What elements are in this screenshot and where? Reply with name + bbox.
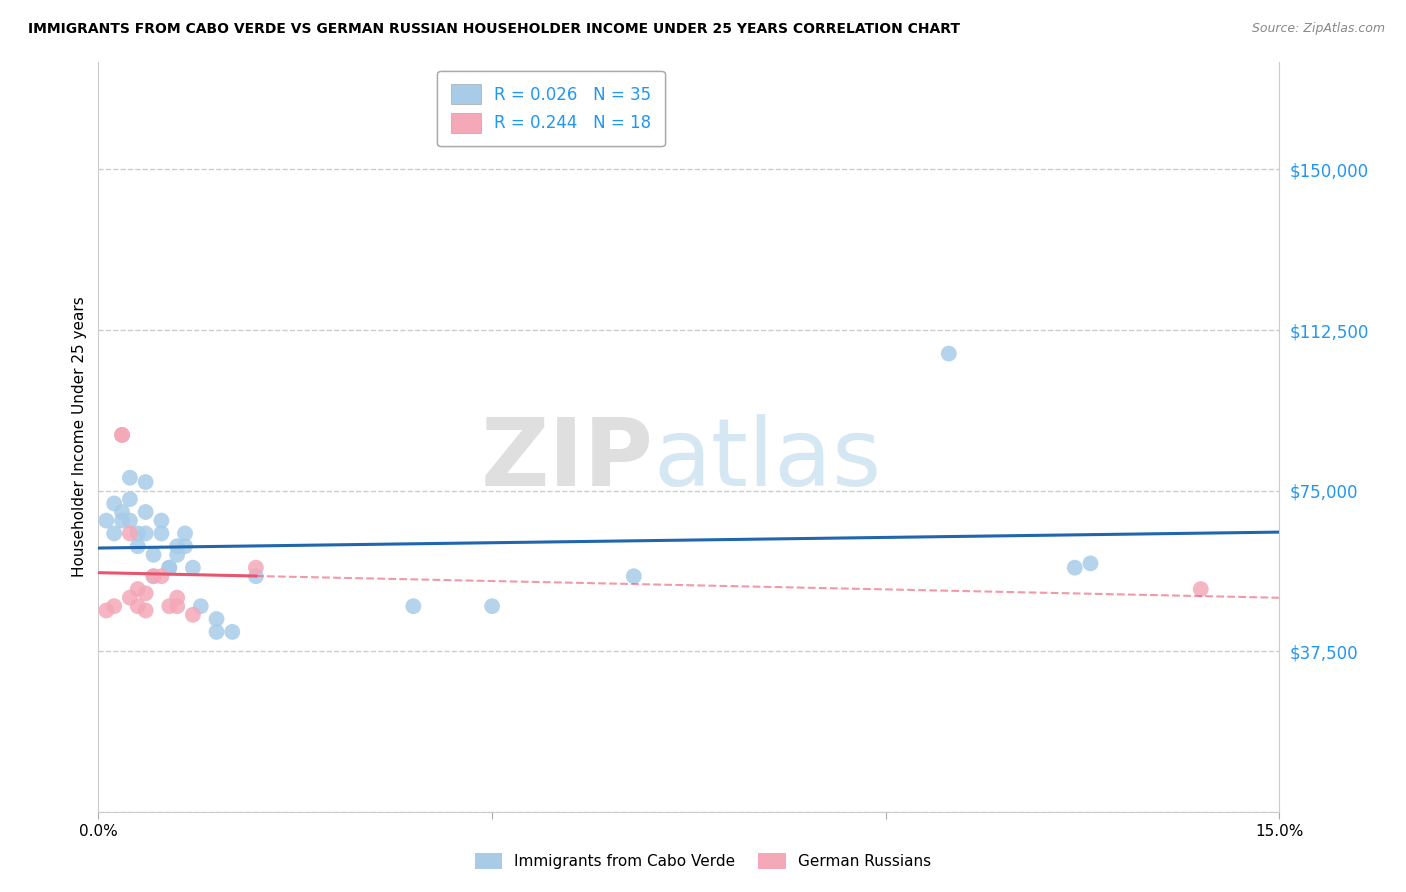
Point [1063, 560, 1085, 574]
Point [127, 582, 149, 596]
Point [157, 599, 180, 614]
Point [1189, 582, 1212, 596]
Point [166, 591, 188, 605]
Point [205, 612, 228, 626]
Point [118, 514, 141, 528]
Point [111, 514, 134, 528]
Point [118, 526, 141, 541]
Point [103, 526, 125, 541]
Point [166, 599, 188, 614]
Point [1080, 557, 1102, 571]
Point [127, 539, 149, 553]
Point [181, 560, 204, 574]
Point [150, 569, 173, 583]
Point [135, 526, 157, 541]
Text: atlas: atlas [654, 414, 882, 506]
Point [938, 346, 960, 360]
Point [190, 599, 212, 614]
Point [135, 603, 157, 617]
Point [96, 514, 118, 528]
Point [118, 471, 141, 485]
Point [118, 492, 141, 507]
Text: IMMIGRANTS FROM CABO VERDE VS GERMAN RUSSIAN HOUSEHOLDER INCOME UNDER 25 YEARS C: IMMIGRANTS FROM CABO VERDE VS GERMAN RUS… [28, 22, 960, 37]
Point [481, 599, 503, 614]
Point [157, 560, 180, 574]
Point [103, 496, 125, 510]
Point [174, 526, 197, 541]
Point [135, 586, 157, 600]
Point [127, 599, 149, 614]
Legend: Immigrants from Cabo Verde, German Russians: Immigrants from Cabo Verde, German Russi… [468, 847, 938, 875]
Point [150, 514, 173, 528]
Point [150, 526, 173, 541]
Point [402, 599, 425, 614]
Point [166, 539, 188, 553]
Point [245, 569, 267, 583]
Point [135, 505, 157, 519]
Point [245, 560, 267, 574]
Point [111, 428, 134, 442]
Point [174, 539, 197, 553]
Point [166, 548, 188, 562]
Point [111, 428, 134, 442]
Point [181, 607, 204, 622]
Text: Source: ZipAtlas.com: Source: ZipAtlas.com [1251, 22, 1385, 36]
Point [205, 624, 228, 639]
Point [111, 505, 134, 519]
Point [127, 526, 149, 541]
Point [221, 624, 243, 639]
Point [142, 569, 165, 583]
Point [96, 603, 118, 617]
Point [623, 569, 645, 583]
Point [142, 569, 165, 583]
Y-axis label: Householder Income Under 25 years: Householder Income Under 25 years [72, 297, 87, 577]
Point [103, 599, 125, 614]
Point [157, 560, 180, 574]
Point [142, 548, 165, 562]
Point [135, 475, 157, 489]
Text: ZIP: ZIP [481, 414, 654, 506]
Point [118, 591, 141, 605]
Legend: R = 0.026   N = 35, R = 0.244   N = 18: R = 0.026 N = 35, R = 0.244 N = 18 [437, 70, 665, 146]
